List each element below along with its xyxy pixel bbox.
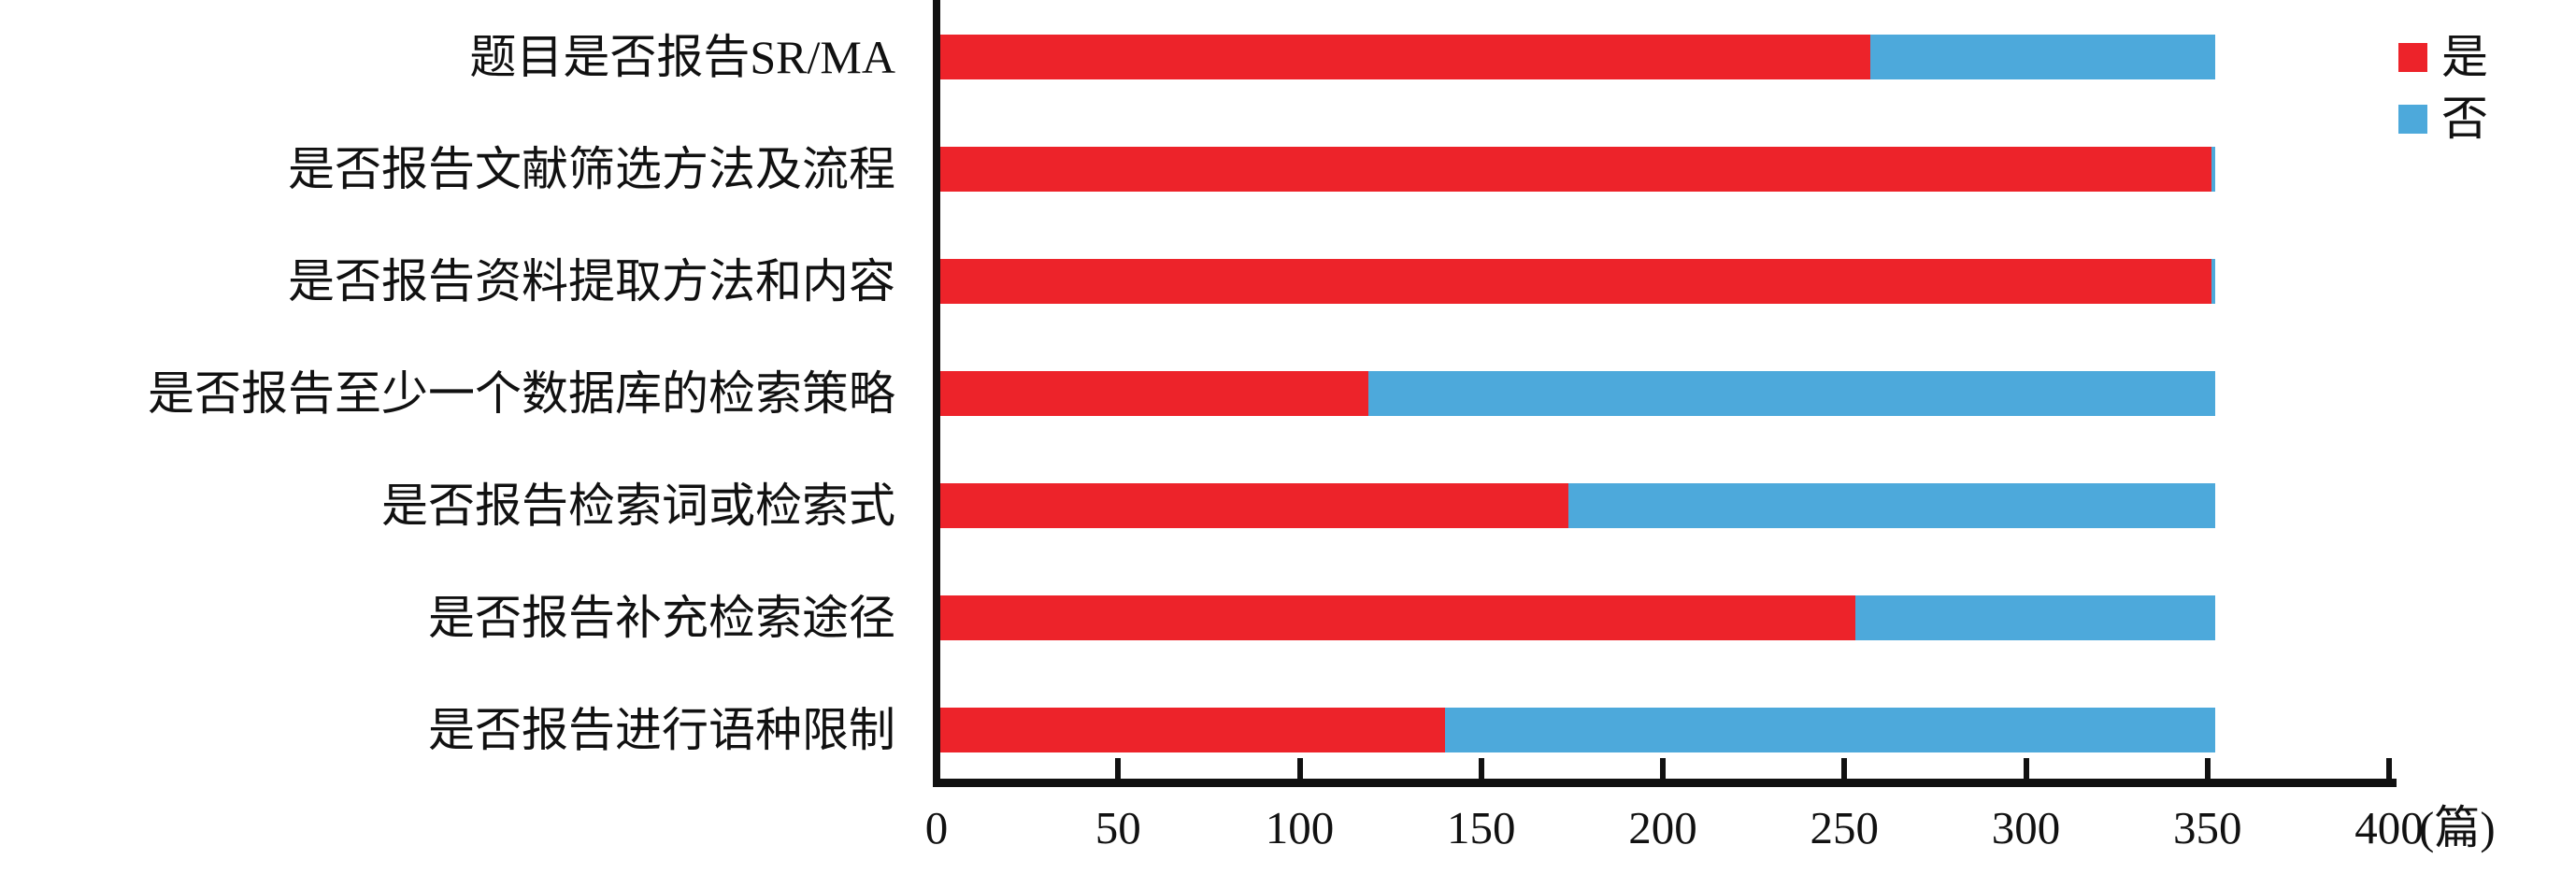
legend-label: 是 [2441, 31, 2488, 83]
category-label: 题目是否报告SR/MA [469, 31, 895, 83]
bar-segment-yes [940, 35, 1870, 79]
bar-segment-yes [940, 483, 1569, 528]
x-tick-label: 300 [1991, 802, 2061, 853]
x-axis-unit-label: (篇) [2419, 802, 2496, 853]
bar-segment-yes [940, 371, 1369, 416]
category-label: 是否报告检索词或检索式 [381, 480, 895, 532]
x-tick-label: 100 [1265, 802, 1335, 853]
bar-segment-no [2211, 147, 2215, 192]
x-tick [1115, 758, 1122, 779]
x-axis-line [933, 779, 2397, 787]
bar-segment-no [1855, 595, 2215, 640]
x-tick [1478, 758, 1484, 779]
x-tick-label: 0 [924, 802, 949, 853]
x-tick [1296, 758, 1303, 779]
x-tick [1660, 758, 1666, 779]
bar-segment-yes [940, 708, 1445, 752]
legend-swatch-yes [2398, 43, 2427, 72]
x-tick-label: 350 [2173, 802, 2242, 853]
x-tick-label: 250 [1810, 802, 1880, 853]
bar-segment-no [1869, 35, 2215, 79]
bar-segment-no [1568, 483, 2215, 528]
bar-segment-yes [940, 259, 2211, 304]
bar-segment-yes [940, 595, 1856, 640]
category-label: 是否报告补充检索途径 [428, 592, 895, 644]
x-tick [1841, 758, 1848, 779]
y-axis-spine [933, 0, 940, 787]
bar-segment-no [1445, 708, 2215, 752]
x-tick-label: 150 [1447, 802, 1516, 853]
x-tick [2204, 758, 2211, 779]
x-tick-label: 400 [2354, 802, 2424, 853]
bar-segment-no [1368, 371, 2215, 416]
category-label: 是否报告至少一个数据库的检索策略 [148, 367, 895, 420]
x-tick-label: 200 [1628, 802, 1697, 853]
legend-label: 否 [2441, 93, 2488, 145]
category-label: 是否报告文献筛选方法及流程 [288, 143, 895, 195]
x-tick-label: 50 [1095, 802, 1141, 853]
category-label: 是否报告进行语种限制 [428, 704, 895, 756]
bar-segment-no [2211, 259, 2215, 304]
legend-swatch-no [2398, 105, 2427, 134]
x-tick [2023, 758, 2029, 779]
x-tick [2386, 758, 2392, 779]
category-label: 是否报告资料提取方法和内容 [288, 255, 895, 308]
bar-segment-yes [940, 147, 2211, 192]
